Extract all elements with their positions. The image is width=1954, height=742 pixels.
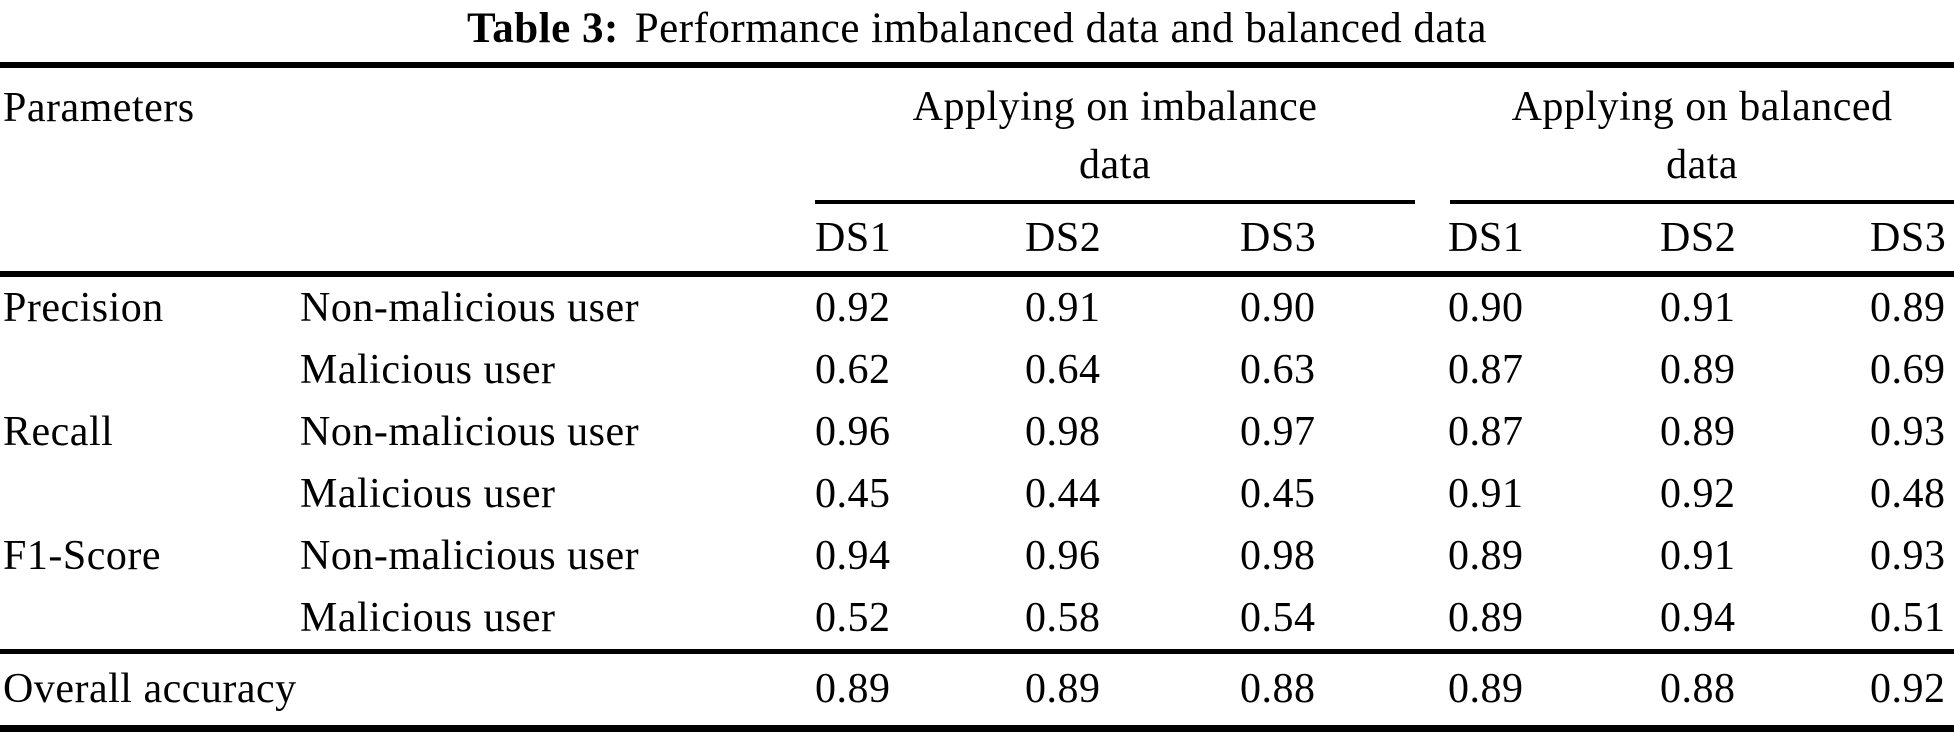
value-cell: 0.98 <box>1025 409 1101 455</box>
value-cell: 0.89 <box>1870 271 1954 339</box>
group-balanced-line1: Applying on balanced <box>1511 84 1893 130</box>
value-cell: 0.87 <box>1448 409 1524 455</box>
value-cell: 0.48 <box>1870 471 1946 517</box>
overall-accuracy-value-cell: 0.89 <box>1025 649 1240 729</box>
group-imbalance-line1: Applying on imbalance <box>912 84 1318 130</box>
overall-accuracy-value-cell: 0.88 <box>1660 649 1871 729</box>
value-cell: 0.51 <box>1870 595 1946 641</box>
value-cell: 0.52 <box>815 595 891 641</box>
ds-column-header-imbalance-ds2: DS2 <box>1025 215 1102 261</box>
value-cell: 0.93 <box>1870 533 1946 579</box>
user-type-cell: Malicious user <box>300 595 556 641</box>
value-cell: 0.89 <box>1660 347 1736 393</box>
value-cell: 0.91 <box>1448 471 1524 517</box>
value-cell: 0.64 <box>1025 347 1101 393</box>
overall-accuracy-value-cell: 0.89 <box>1448 649 1661 729</box>
overall-accuracy-row: Overall accuracy 0.89 0.89 0.88 0.89 0.8… <box>0 649 1954 729</box>
group-header-balanced: Applying on balanced data <box>1448 65 1954 205</box>
param-label-cell: F1-Score <box>3 533 161 579</box>
value-cell: 0.94 <box>815 533 891 579</box>
table-row: Malicious user 0.45 0.44 0.45 0.91 0.92 … <box>0 463 1954 525</box>
value-cell: 0.58 <box>1025 595 1101 641</box>
value-cell: 0.90 <box>1448 271 1661 339</box>
table-row: Precision Non-malicious user 0.92 0.91 0… <box>0 271 1954 339</box>
param-label-cell <box>0 339 300 401</box>
value-cell: 0.45 <box>815 471 891 517</box>
param-label-cell <box>0 587 300 652</box>
ds-column-header-balanced-ds3: DS3 <box>1870 215 1947 261</box>
parameters-header: Parameters <box>3 85 195 131</box>
value-cell: 0.90 <box>1240 271 1449 339</box>
overall-accuracy-value-cell: 0.92 <box>1870 649 1954 729</box>
user-type-cell: Malicious user <box>300 471 556 517</box>
ds-column-header-imbalance-ds3: DS3 <box>1240 215 1317 261</box>
value-cell: 0.45 <box>1240 471 1316 517</box>
value-cell: 0.44 <box>1025 471 1101 517</box>
value-cell: 0.89 <box>1448 595 1524 641</box>
overall-accuracy-value-cell: 0.88 <box>1240 649 1449 729</box>
value-cell: 0.94 <box>1660 595 1736 641</box>
group-balanced-line2: data <box>1666 142 1739 188</box>
value-cell: 0.96 <box>815 409 891 455</box>
value-cell: 0.69 <box>1870 347 1946 393</box>
table-caption: Table 3: Performance imbalanced data and … <box>0 0 1954 62</box>
param-label-cell: Recall <box>3 409 114 455</box>
ds-column-header-imbalance-ds1: DS1 <box>815 215 892 261</box>
value-cell: 0.89 <box>1660 409 1736 455</box>
user-type-cell: Non-malicious user <box>300 271 815 339</box>
group-imbalance-line2: data <box>1079 142 1151 188</box>
value-cell: 0.97 <box>1240 409 1316 455</box>
ds-column-header-balanced-ds2: DS2 <box>1660 215 1737 261</box>
value-cell: 0.92 <box>815 271 1025 339</box>
value-cell: 0.92 <box>1660 471 1736 517</box>
value-cell: 0.96 <box>1025 533 1101 579</box>
value-cell: 0.91 <box>1660 533 1736 579</box>
value-cell: 0.93 <box>1870 409 1946 455</box>
group-header-row: Parameters Applying on imbalance data Ap… <box>0 65 1954 205</box>
value-cell: 0.91 <box>1025 271 1240 339</box>
user-type-cell: Non-malicious user <box>300 409 640 455</box>
table-row: F1-Score Non-malicious user 0.94 0.96 0.… <box>0 525 1954 587</box>
param-label-cell: Precision <box>0 271 300 339</box>
value-cell: 0.54 <box>1240 595 1316 641</box>
overall-accuracy-value-cell: 0.89 <box>815 649 1025 729</box>
table-caption-text: Performance imbalanced data and balanced… <box>634 5 1487 52</box>
table-body: Precision Non-malicious user 0.92 0.91 0… <box>0 271 1954 652</box>
dataset-header-row: DS1 DS2 DS3 DS1 DS2 DS3 <box>0 205 1954 274</box>
value-cell: 0.63 <box>1240 347 1316 393</box>
overall-accuracy-label: Overall accuracy <box>0 649 815 729</box>
performance-table: Parameters Applying on imbalance data Ap… <box>0 62 1954 732</box>
value-cell: 0.62 <box>815 347 891 393</box>
table-header: Parameters Applying on imbalance data Ap… <box>0 65 1954 274</box>
param-label-cell <box>0 463 300 525</box>
user-type-cell: Malicious user <box>300 347 556 393</box>
value-cell: 0.98 <box>1240 533 1316 579</box>
value-cell: 0.87 <box>1448 347 1524 393</box>
table-row: Recall Non-malicious user 0.96 0.98 0.97… <box>0 401 1954 463</box>
table-footer: Overall accuracy 0.89 0.89 0.88 0.89 0.8… <box>0 649 1954 729</box>
user-type-cell: Non-malicious user <box>300 533 640 579</box>
value-cell: 0.91 <box>1660 271 1871 339</box>
ds-column-header-balanced-ds1: DS1 <box>1448 215 1525 261</box>
table-row: Malicious user 0.52 0.58 0.54 0.89 0.94 … <box>0 587 1954 652</box>
group-underline-imbalance: Applying on imbalance data <box>815 78 1416 204</box>
group-underline-balanced: Applying on balanced data <box>1450 78 1954 204</box>
table-row: Malicious user 0.62 0.64 0.63 0.87 0.89 … <box>0 339 1954 401</box>
value-cell: 0.89 <box>1448 533 1524 579</box>
group-header-imbalance: Applying on imbalance data <box>815 65 1448 205</box>
table-caption-number: Table 3: <box>467 5 619 52</box>
